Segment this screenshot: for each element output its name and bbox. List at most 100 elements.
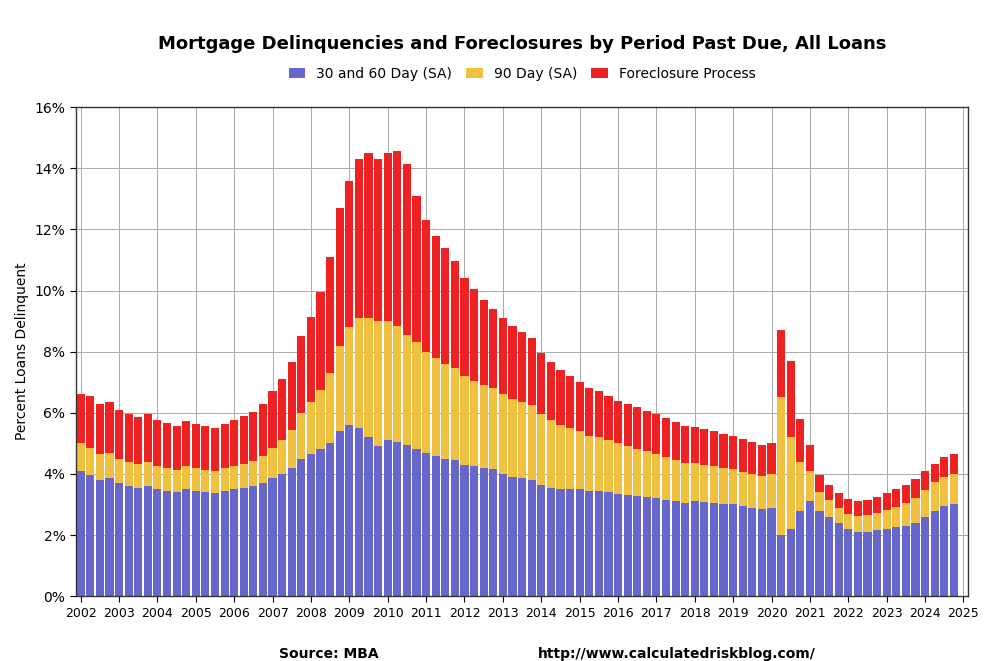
- Bar: [469, 466, 478, 596]
- Bar: [652, 498, 660, 596]
- Bar: [105, 453, 113, 479]
- Bar: [661, 500, 669, 596]
- Bar: [834, 508, 842, 523]
- Bar: [316, 390, 324, 449]
- Bar: [77, 395, 84, 444]
- Bar: [163, 468, 171, 490]
- Bar: [824, 517, 832, 596]
- Bar: [153, 420, 161, 466]
- Bar: [681, 426, 689, 463]
- Bar: [920, 490, 928, 517]
- Bar: [603, 440, 612, 492]
- Bar: [690, 463, 698, 502]
- Bar: [182, 489, 190, 596]
- Bar: [508, 399, 516, 477]
- Bar: [306, 454, 315, 596]
- Bar: [613, 444, 621, 494]
- Bar: [440, 364, 449, 459]
- Title: Mortgage Delinquencies and Foreclosures by Period Past Due, All Loans: Mortgage Delinquencies and Foreclosures …: [158, 35, 886, 53]
- Bar: [547, 362, 555, 420]
- Bar: [939, 477, 947, 506]
- Bar: [623, 446, 631, 495]
- Bar: [192, 490, 200, 596]
- Bar: [355, 428, 363, 596]
- Bar: [421, 220, 429, 352]
- Bar: [277, 474, 286, 596]
- Bar: [776, 535, 784, 596]
- Bar: [939, 506, 947, 596]
- Bar: [143, 414, 152, 461]
- Bar: [211, 471, 219, 493]
- Bar: [335, 431, 344, 596]
- Bar: [738, 472, 746, 506]
- Bar: [431, 358, 439, 455]
- Bar: [143, 486, 152, 596]
- Bar: [268, 448, 276, 479]
- Bar: [863, 500, 871, 515]
- Bar: [929, 483, 937, 510]
- Bar: [201, 426, 210, 470]
- Bar: [892, 527, 900, 596]
- Bar: [230, 420, 238, 466]
- Bar: [518, 332, 526, 402]
- Bar: [776, 330, 784, 397]
- Bar: [738, 439, 746, 472]
- Bar: [374, 159, 382, 321]
- Bar: [911, 523, 918, 596]
- Bar: [584, 388, 592, 436]
- Bar: [374, 321, 382, 446]
- Bar: [240, 416, 248, 464]
- Bar: [258, 483, 266, 596]
- Bar: [738, 506, 746, 596]
- Bar: [95, 480, 103, 596]
- Bar: [326, 257, 334, 373]
- Bar: [719, 434, 727, 469]
- Bar: [277, 440, 286, 474]
- Bar: [143, 461, 152, 486]
- Bar: [221, 469, 229, 490]
- Bar: [412, 342, 420, 449]
- Bar: [412, 449, 420, 596]
- Bar: [795, 461, 803, 510]
- Bar: [872, 497, 881, 513]
- Bar: [766, 444, 775, 474]
- Bar: [603, 492, 612, 596]
- Bar: [403, 164, 411, 335]
- Bar: [661, 457, 669, 500]
- Bar: [277, 379, 286, 440]
- Bar: [824, 485, 832, 500]
- Bar: [795, 419, 803, 461]
- Bar: [939, 457, 947, 477]
- Bar: [815, 510, 823, 596]
- Bar: [403, 445, 411, 596]
- Bar: [249, 461, 257, 486]
- Bar: [287, 430, 295, 468]
- Bar: [729, 436, 737, 469]
- Bar: [594, 391, 602, 437]
- Bar: [642, 410, 650, 451]
- Bar: [556, 370, 564, 425]
- Bar: [566, 376, 574, 428]
- Bar: [709, 431, 718, 466]
- Bar: [547, 488, 555, 596]
- Bar: [86, 448, 94, 475]
- Bar: [163, 490, 171, 596]
- Bar: [201, 492, 210, 596]
- Y-axis label: Percent Loans Delinquent: Percent Loans Delinquent: [15, 263, 29, 440]
- Bar: [393, 151, 401, 326]
- Bar: [843, 529, 852, 596]
- Bar: [124, 461, 132, 486]
- Bar: [911, 498, 918, 523]
- Bar: [172, 470, 181, 492]
- Bar: [268, 479, 276, 596]
- Bar: [766, 508, 775, 596]
- Bar: [700, 465, 708, 502]
- Bar: [882, 529, 890, 596]
- Bar: [134, 488, 142, 596]
- Bar: [805, 445, 813, 471]
- Bar: [134, 417, 142, 464]
- Bar: [863, 515, 871, 532]
- Bar: [853, 502, 861, 516]
- Bar: [211, 428, 219, 471]
- Bar: [182, 466, 190, 489]
